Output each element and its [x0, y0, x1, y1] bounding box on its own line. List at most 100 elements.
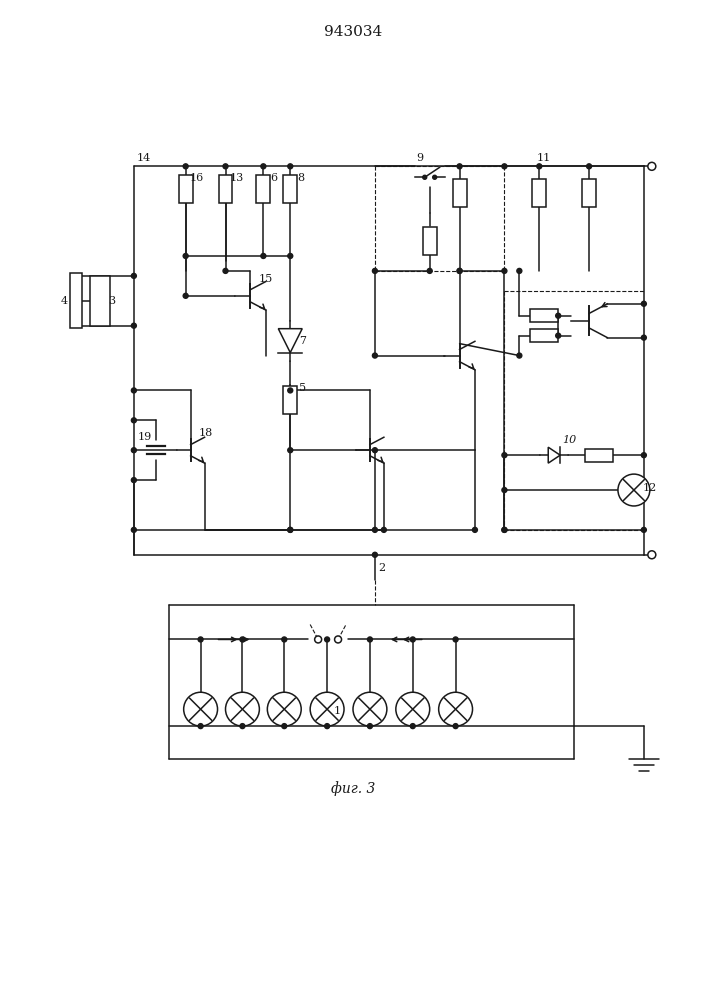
Circle shape: [240, 724, 245, 729]
Circle shape: [381, 527, 386, 532]
Text: 13: 13: [229, 173, 244, 183]
Circle shape: [537, 164, 542, 169]
Circle shape: [223, 164, 228, 169]
Circle shape: [618, 474, 650, 506]
Circle shape: [438, 692, 472, 726]
Circle shape: [457, 268, 462, 273]
Bar: [284, 386, 297, 414]
Text: 3: 3: [108, 296, 115, 306]
Circle shape: [184, 692, 218, 726]
Circle shape: [457, 164, 462, 169]
Circle shape: [641, 301, 646, 306]
Bar: [582, 179, 596, 207]
Circle shape: [132, 418, 136, 423]
Circle shape: [410, 637, 415, 642]
Circle shape: [556, 333, 561, 338]
Bar: [532, 179, 547, 207]
Text: 14: 14: [136, 153, 151, 163]
Circle shape: [198, 724, 203, 729]
Bar: [585, 449, 613, 462]
Circle shape: [226, 692, 259, 726]
Bar: [218, 175, 233, 203]
Circle shape: [282, 637, 287, 642]
Text: 10: 10: [562, 435, 576, 445]
Circle shape: [240, 637, 245, 642]
Bar: [70, 273, 82, 328]
Text: 8: 8: [298, 173, 305, 183]
Text: 4: 4: [61, 296, 68, 306]
Circle shape: [198, 637, 203, 642]
Text: 18: 18: [199, 428, 213, 438]
Circle shape: [427, 268, 432, 273]
Circle shape: [368, 724, 373, 729]
Circle shape: [373, 448, 378, 453]
Circle shape: [132, 323, 136, 328]
Circle shape: [261, 164, 266, 169]
Text: 943034: 943034: [324, 25, 382, 39]
Circle shape: [396, 692, 430, 726]
Bar: [284, 175, 297, 203]
Bar: [257, 175, 270, 203]
Text: 1: 1: [334, 706, 341, 716]
Circle shape: [373, 527, 378, 532]
Circle shape: [288, 527, 293, 532]
Bar: [90, 276, 110, 326]
Circle shape: [453, 724, 458, 729]
Circle shape: [641, 453, 646, 458]
Polygon shape: [279, 329, 302, 353]
Text: 19: 19: [138, 432, 152, 442]
Text: 2: 2: [378, 563, 385, 573]
Text: 7: 7: [298, 336, 305, 346]
Text: 9: 9: [416, 153, 423, 163]
Circle shape: [261, 253, 266, 258]
Circle shape: [223, 268, 228, 273]
Circle shape: [423, 175, 427, 179]
Circle shape: [502, 453, 507, 458]
Circle shape: [288, 388, 293, 393]
Circle shape: [502, 268, 507, 273]
Circle shape: [325, 637, 329, 642]
Text: 6: 6: [271, 173, 278, 183]
Circle shape: [334, 636, 341, 643]
Polygon shape: [548, 447, 560, 463]
Circle shape: [288, 527, 293, 532]
Circle shape: [453, 637, 458, 642]
Circle shape: [373, 268, 378, 273]
Circle shape: [502, 488, 507, 493]
Circle shape: [641, 335, 646, 340]
Circle shape: [502, 527, 507, 532]
Circle shape: [183, 293, 188, 298]
Text: 12: 12: [643, 483, 657, 493]
Circle shape: [183, 253, 188, 258]
Text: 16: 16: [189, 173, 204, 183]
Circle shape: [373, 552, 378, 557]
Text: 11: 11: [537, 153, 551, 163]
Circle shape: [267, 692, 301, 726]
Circle shape: [502, 164, 507, 169]
Circle shape: [183, 164, 188, 169]
Text: фиг. 3: фиг. 3: [331, 781, 375, 796]
Circle shape: [457, 268, 462, 273]
Bar: [179, 175, 192, 203]
Circle shape: [502, 527, 507, 532]
Circle shape: [310, 692, 344, 726]
Bar: [423, 227, 437, 255]
Circle shape: [353, 692, 387, 726]
Bar: [452, 179, 467, 207]
Circle shape: [517, 268, 522, 273]
Circle shape: [410, 724, 415, 729]
Circle shape: [556, 313, 561, 318]
Circle shape: [648, 551, 656, 559]
Circle shape: [132, 388, 136, 393]
Circle shape: [288, 253, 293, 258]
Circle shape: [517, 353, 522, 358]
Circle shape: [373, 353, 378, 358]
Circle shape: [288, 164, 293, 169]
Circle shape: [641, 527, 646, 532]
Circle shape: [472, 527, 477, 532]
Circle shape: [368, 637, 373, 642]
Circle shape: [433, 175, 437, 179]
Circle shape: [132, 478, 136, 483]
Circle shape: [132, 273, 136, 278]
Bar: [530, 329, 559, 342]
